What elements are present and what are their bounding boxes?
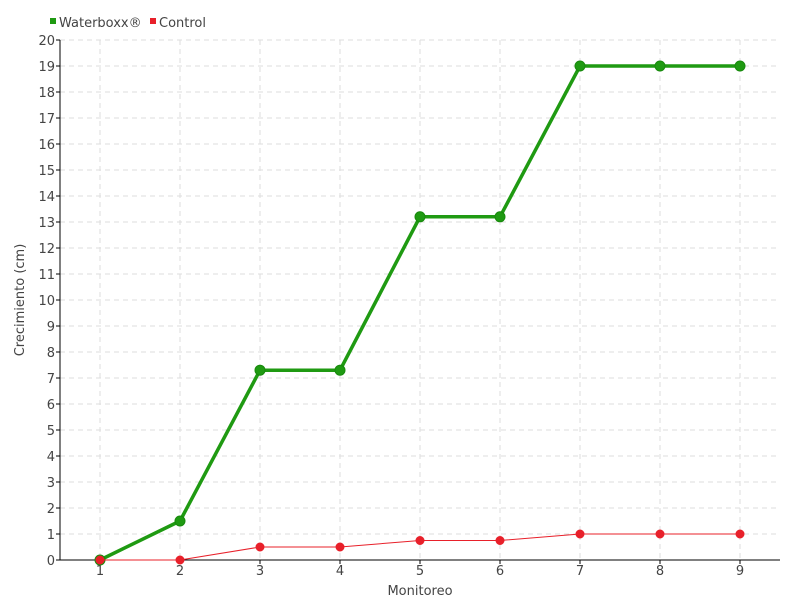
data-point-waterboxx xyxy=(734,60,746,72)
y-tick-label: 6 xyxy=(47,398,55,413)
legend-label-waterboxx: Waterboxx® xyxy=(59,16,142,31)
x-tick-label: 5 xyxy=(416,564,424,579)
x-tick-label: 4 xyxy=(336,564,344,579)
legend: Waterboxx® Control xyxy=(50,16,206,31)
x-tick-label: 6 xyxy=(496,564,504,579)
legend-marker-control xyxy=(150,18,156,24)
data-point-waterboxx xyxy=(654,60,666,72)
y-tick-label: 7 xyxy=(47,372,55,387)
y-tick-label: 14 xyxy=(38,190,55,205)
y-tick-label: 4 xyxy=(47,450,55,465)
y-tick-label: 18 xyxy=(38,86,55,101)
data-point-control xyxy=(495,536,505,545)
y-tick-label: 11 xyxy=(38,268,55,283)
y-tick-label: 9 xyxy=(47,320,55,335)
y-tick-label: 13 xyxy=(38,216,55,231)
x-tick-label: 8 xyxy=(656,564,664,579)
series-layer xyxy=(94,60,746,566)
x-tick-label: 3 xyxy=(256,564,264,579)
y-tick-label: 8 xyxy=(47,346,55,361)
x-axis-label: Monitoreo xyxy=(387,584,452,599)
y-tick-label: 0 xyxy=(47,554,55,569)
data-point-control xyxy=(655,529,665,539)
legend-label-control: Control xyxy=(159,16,206,31)
y-tick-label: 20 xyxy=(38,34,55,49)
y-tick-label: 10 xyxy=(38,294,55,309)
data-point-waterboxx xyxy=(494,211,506,223)
data-point-control xyxy=(415,536,425,545)
data-point-control xyxy=(95,555,105,565)
data-point-control xyxy=(575,529,585,539)
x-tick-labels: 1 2 3 4 5 6 7 8 9 xyxy=(96,564,744,579)
y-tick-label: 3 xyxy=(47,476,55,491)
x-tick-label: 7 xyxy=(576,564,584,579)
y-tick-label: 15 xyxy=(38,164,55,179)
x-tick-label: 9 xyxy=(736,564,744,579)
data-point-waterboxx xyxy=(334,364,346,376)
grid xyxy=(60,39,780,560)
y-tick-label: 19 xyxy=(38,60,55,75)
data-point-waterboxx xyxy=(574,60,586,72)
y-tick-label: 1 xyxy=(47,528,55,543)
y-tick-label: 2 xyxy=(47,502,55,517)
y-tick-label: 16 xyxy=(38,138,55,153)
data-point-waterboxx xyxy=(414,211,426,223)
axes xyxy=(56,39,780,564)
data-point-control xyxy=(175,555,185,565)
data-point-waterboxx xyxy=(174,515,186,527)
data-point-control xyxy=(335,542,345,552)
data-point-waterboxx xyxy=(254,364,266,376)
x-tick-label: 1 xyxy=(96,564,104,579)
y-tick-label: 12 xyxy=(38,242,55,257)
data-point-control xyxy=(735,529,745,539)
x-tick-label: 2 xyxy=(176,564,184,579)
legend-marker-waterboxx xyxy=(50,18,56,24)
y-tick-label: 5 xyxy=(47,424,55,439)
y-axis-label: Crecimiento (cm) xyxy=(13,244,28,357)
y-tick-label: 17 xyxy=(38,112,55,127)
data-point-control xyxy=(255,542,265,552)
